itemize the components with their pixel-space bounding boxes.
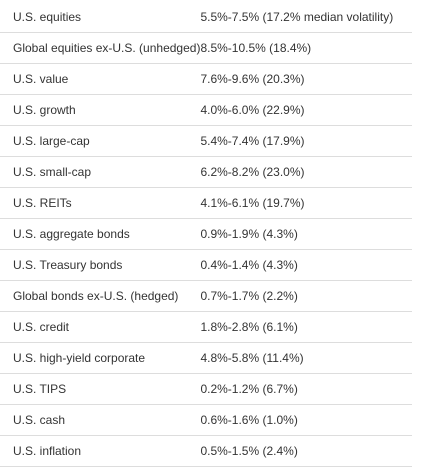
return-range: 0.9%-1.9% (4.3%): [200, 218, 412, 250]
asset-class: U.S. REITs: [0, 187, 201, 219]
asset-class: U.S. high-yield corporate: [0, 342, 201, 374]
asset-class: U.S. value: [0, 63, 201, 95]
table-row: U.S. cash 0.6%-1.6% (1.0%): [0, 404, 412, 436]
table-row: U.S. REITs 4.1%-6.1% (19.7%): [0, 187, 412, 219]
table-row: U.S. growth 4.0%-6.0% (22.9%): [0, 94, 412, 126]
table-row: Global bonds ex-U.S. (hedged) 0.7%-1.7% (…: [0, 280, 412, 312]
return-range: 7.6%-9.6% (20.3%): [200, 63, 412, 95]
table-row: U.S. aggregate bonds 0.9%-1.9% (4.3%): [0, 218, 412, 250]
return-range: 0.4%-1.4% (4.3%): [200, 249, 412, 281]
return-range: 0.2%-1.2% (6.7%): [200, 373, 412, 405]
table-row: U.S. high-yield corporate 4.8%-5.8% (11.4…: [0, 342, 412, 374]
asset-class: U.S. Treasury bonds: [0, 249, 201, 281]
return-range: 5.5%-7.5% (17.2% median volatility): [200, 2, 412, 33]
asset-class: Global bonds ex-U.S. (hedged): [0, 280, 201, 312]
asset-class: U.S. growth: [0, 94, 201, 126]
table-row: U.S. large-cap 5.4%-7.4% (17.9%): [0, 125, 412, 157]
table-row: U.S. TIPS 0.2%-1.2% (6.7%): [0, 373, 412, 405]
table-body: U.S. equities 5.5%-7.5% (17.2% median vol…: [0, 2, 412, 467]
return-range: 8.5%-10.5% (18.4%): [200, 32, 412, 64]
table-row: U.S. Treasury bonds 0.4%-1.4% (4.3%): [0, 249, 412, 281]
return-range: 0.5%-1.5% (2.4%): [200, 435, 412, 467]
return-range: 0.6%-1.6% (1.0%): [200, 404, 412, 436]
asset-class: U.S. equities: [0, 2, 201, 33]
table-row: Global equities ex-U.S. (unhedged) 8.5%-1…: [0, 32, 412, 64]
asset-class: U.S. large-cap: [0, 125, 201, 157]
asset-class: U.S. inflation: [0, 435, 201, 467]
asset-class: Global equities ex-U.S. (unhedged): [0, 32, 201, 64]
return-range: 5.4%-7.4% (17.9%): [200, 125, 412, 157]
return-range: 6.2%-8.2% (23.0%): [200, 156, 412, 188]
return-range: 0.7%-1.7% (2.2%): [200, 280, 412, 312]
asset-class: U.S. aggregate bonds: [0, 218, 201, 250]
asset-class: U.S. small-cap: [0, 156, 201, 188]
table-row: U.S. small-cap 6.2%-8.2% (23.0%): [0, 156, 412, 188]
return-range: 4.1%-6.1% (19.7%): [200, 187, 412, 219]
return-range: 4.8%-5.8% (11.4%): [200, 342, 412, 374]
table-row: U.S. inflation 0.5%-1.5% (2.4%): [0, 435, 412, 467]
asset-class: U.S. credit: [0, 311, 201, 343]
return-range: 1.8%-2.8% (6.1%): [200, 311, 412, 343]
asset-class: U.S. TIPS: [0, 373, 201, 405]
asset-class: U.S. cash: [0, 404, 201, 436]
return-range: 4.0%-6.0% (22.9%): [200, 94, 412, 126]
table-row: U.S. equities 5.5%-7.5% (17.2% median vol…: [0, 2, 412, 33]
table-row: U.S. credit 1.8%-2.8% (6.1%): [0, 311, 412, 343]
table-row: U.S. value 7.6%-9.6% (20.3%): [0, 63, 412, 95]
returns-table: U.S. equities 5.5%-7.5% (17.2% median vol…: [0, 2, 412, 467]
